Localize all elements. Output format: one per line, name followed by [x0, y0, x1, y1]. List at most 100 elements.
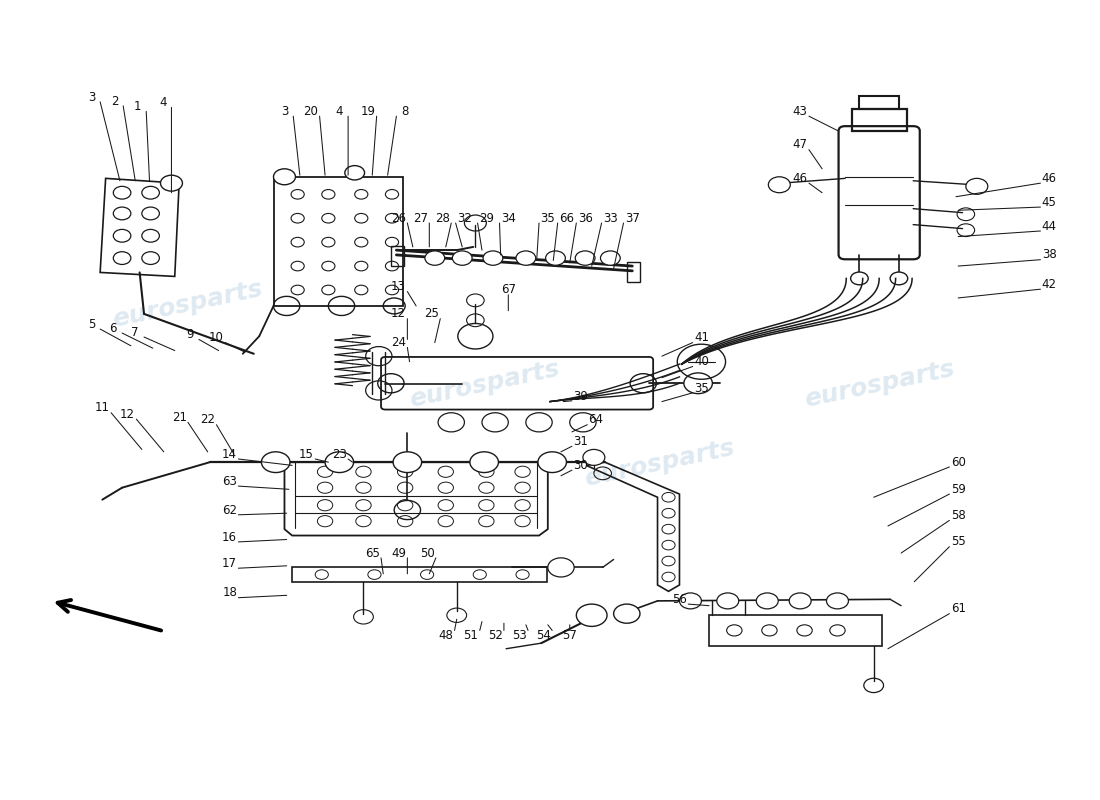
- Text: 54: 54: [536, 629, 551, 642]
- Text: 4: 4: [158, 96, 166, 109]
- Circle shape: [757, 593, 778, 609]
- Text: 36: 36: [578, 212, 593, 225]
- Text: 47: 47: [793, 138, 807, 151]
- Text: 35: 35: [694, 382, 708, 394]
- Circle shape: [548, 558, 574, 577]
- Text: 66: 66: [559, 212, 574, 225]
- Circle shape: [966, 178, 988, 194]
- Circle shape: [274, 169, 296, 185]
- Text: 49: 49: [392, 546, 406, 559]
- Text: 34: 34: [500, 212, 516, 225]
- Circle shape: [768, 177, 790, 193]
- Text: 30: 30: [573, 459, 588, 472]
- Text: 44: 44: [1042, 220, 1057, 233]
- Text: 24: 24: [392, 336, 406, 349]
- Text: 16: 16: [222, 530, 238, 544]
- Text: 64: 64: [588, 414, 604, 426]
- Circle shape: [680, 593, 702, 609]
- Text: 2: 2: [111, 94, 118, 107]
- Text: 9: 9: [186, 328, 194, 341]
- Text: 21: 21: [172, 411, 187, 424]
- Circle shape: [850, 272, 868, 285]
- Text: 37: 37: [625, 212, 640, 225]
- Text: 50: 50: [420, 546, 434, 559]
- Text: 55: 55: [950, 535, 966, 549]
- Text: 56: 56: [672, 593, 686, 606]
- Circle shape: [161, 175, 183, 191]
- Text: 46: 46: [793, 172, 807, 185]
- Circle shape: [452, 251, 472, 266]
- Text: 42: 42: [1042, 278, 1057, 291]
- Text: 59: 59: [950, 482, 966, 496]
- Text: 58: 58: [950, 509, 966, 522]
- Text: 15: 15: [299, 448, 314, 461]
- Text: 33: 33: [603, 212, 618, 225]
- Text: 20: 20: [304, 105, 318, 118]
- Text: 27: 27: [412, 212, 428, 225]
- Text: 48: 48: [438, 629, 453, 642]
- Circle shape: [344, 166, 364, 180]
- Text: 12: 12: [120, 408, 135, 421]
- Text: 12: 12: [392, 307, 406, 321]
- Circle shape: [575, 251, 595, 266]
- Circle shape: [262, 452, 290, 473]
- Circle shape: [326, 452, 353, 473]
- Text: 28: 28: [434, 212, 450, 225]
- Circle shape: [425, 251, 444, 266]
- Text: 62: 62: [222, 503, 238, 517]
- Bar: [627, 262, 640, 282]
- Text: 51: 51: [463, 629, 478, 642]
- Text: 52: 52: [487, 629, 503, 642]
- Text: 26: 26: [392, 212, 406, 225]
- Text: 8: 8: [402, 105, 409, 118]
- Text: 67: 67: [500, 283, 516, 297]
- Circle shape: [393, 452, 421, 473]
- Text: 39: 39: [573, 390, 588, 402]
- Bar: [851, 109, 906, 131]
- Text: 13: 13: [392, 280, 406, 294]
- Text: 31: 31: [573, 435, 588, 448]
- Text: eurosparts: eurosparts: [802, 356, 957, 412]
- Text: 65: 65: [365, 546, 380, 559]
- Text: 25: 25: [425, 307, 439, 321]
- Text: 53: 53: [512, 629, 527, 642]
- Text: 17: 17: [222, 557, 238, 570]
- Circle shape: [470, 452, 498, 473]
- Bar: [859, 96, 899, 109]
- Text: 22: 22: [200, 414, 216, 426]
- Text: 43: 43: [793, 105, 807, 118]
- Text: 14: 14: [222, 448, 238, 461]
- Circle shape: [826, 593, 848, 609]
- Circle shape: [717, 593, 739, 609]
- Bar: [293, 567, 547, 582]
- Circle shape: [516, 251, 536, 266]
- Text: eurosparts: eurosparts: [407, 356, 562, 412]
- Circle shape: [890, 272, 908, 285]
- Circle shape: [789, 593, 811, 609]
- Text: 60: 60: [950, 456, 966, 469]
- Text: 23: 23: [332, 448, 346, 461]
- Bar: [274, 177, 403, 306]
- Text: 10: 10: [209, 331, 224, 344]
- Text: 18: 18: [222, 586, 236, 599]
- Text: 7: 7: [132, 326, 139, 338]
- Circle shape: [684, 373, 713, 394]
- Text: 41: 41: [694, 331, 708, 344]
- Text: 32: 32: [456, 212, 472, 225]
- Text: eurosparts: eurosparts: [582, 436, 737, 491]
- Circle shape: [614, 604, 640, 623]
- Text: 46: 46: [1042, 172, 1057, 185]
- Text: 6: 6: [110, 322, 117, 334]
- Text: 11: 11: [95, 402, 110, 414]
- Text: 38: 38: [1042, 249, 1057, 262]
- Circle shape: [583, 450, 605, 466]
- Text: 3: 3: [88, 90, 95, 103]
- Circle shape: [538, 452, 566, 473]
- Text: 63: 63: [222, 475, 236, 488]
- Text: eurosparts: eurosparts: [110, 277, 265, 332]
- Text: 3: 3: [280, 105, 288, 118]
- Text: 5: 5: [88, 318, 95, 330]
- Text: 57: 57: [562, 629, 578, 642]
- Text: 61: 61: [950, 602, 966, 615]
- Text: 19: 19: [361, 105, 375, 118]
